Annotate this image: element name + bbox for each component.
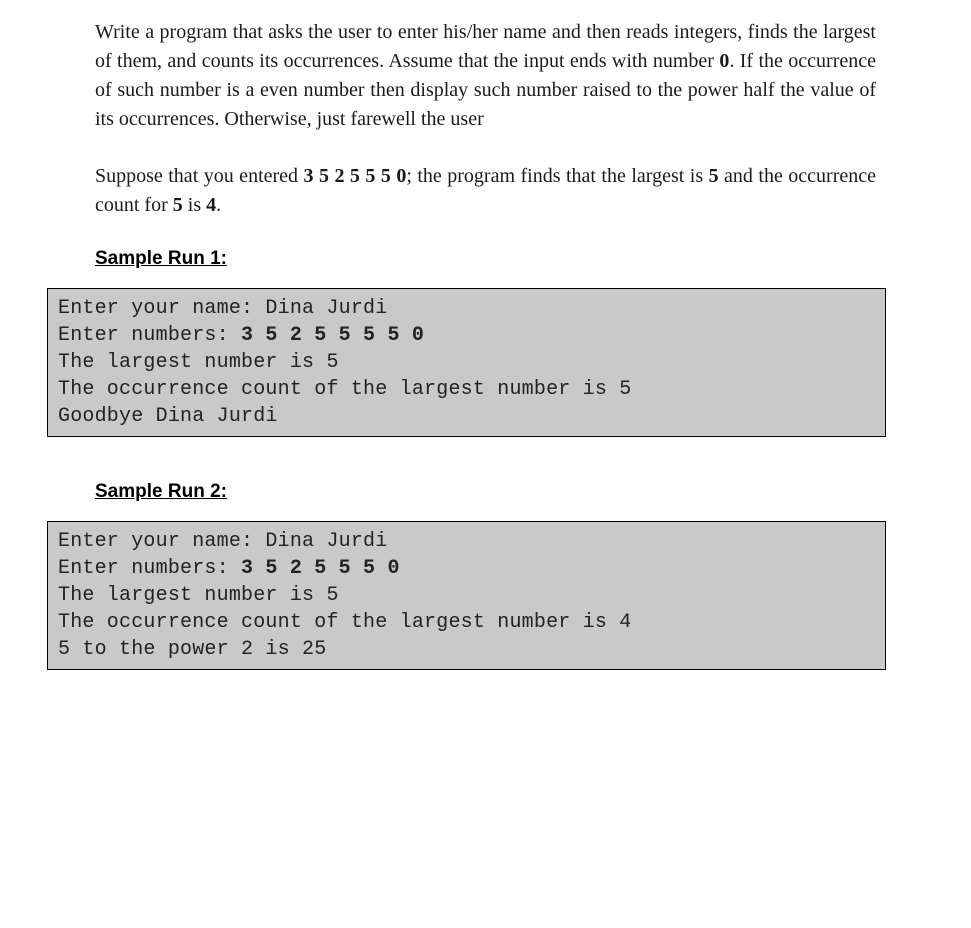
code-line: Enter your name: Dina Jurdi <box>58 530 387 553</box>
sample-run-2-output: Enter your name: Dina Jurdi Enter number… <box>47 521 886 670</box>
code-line: Goodbye Dina Jurdi <box>58 405 278 428</box>
p2-part3: 5 <box>709 165 719 187</box>
code-line-prefix: Enter numbers: <box>58 324 241 347</box>
code-line: The largest number is 5 <box>58 584 339 607</box>
code-line: The largest number is 5 <box>58 351 339 374</box>
sample-run-1-heading: Sample Run 1: <box>95 248 876 270</box>
p2-part8: . <box>216 194 221 216</box>
problem-paragraph-1: Write a program that asks the user to en… <box>95 18 876 134</box>
code-line-bold: 3 5 2 5 5 5 0 <box>241 557 400 580</box>
p2-part6: is <box>183 194 206 216</box>
sample-run-2-heading: Sample Run 2: <box>95 481 876 503</box>
p2-part2: ; the program finds that the largest is <box>406 165 708 187</box>
code-line: 5 to the power 2 is 25 <box>58 638 326 661</box>
problem-paragraph-2: Suppose that you entered 3 5 2 5 5 5 0; … <box>95 162 876 220</box>
code-line: Enter your name: Dina Jurdi <box>58 297 387 320</box>
code-line-bold: 3 5 2 5 5 5 5 0 <box>241 324 424 347</box>
page-container: Write a program that asks the user to en… <box>0 0 971 774</box>
code-line-prefix: Enter numbers: <box>58 557 241 580</box>
p2-part7: 4 <box>206 194 216 216</box>
p2-part0: Suppose that you entered <box>95 165 304 187</box>
code-line: The occurrence count of the largest numb… <box>58 611 632 634</box>
p1-part1: 0 <box>719 50 729 72</box>
p2-part1: 3 5 2 5 5 5 0 <box>304 165 407 187</box>
code-line: The occurrence count of the largest numb… <box>58 378 632 401</box>
sample-run-1-output: Enter your name: Dina Jurdi Enter number… <box>47 288 886 437</box>
p2-part5: 5 <box>173 194 183 216</box>
